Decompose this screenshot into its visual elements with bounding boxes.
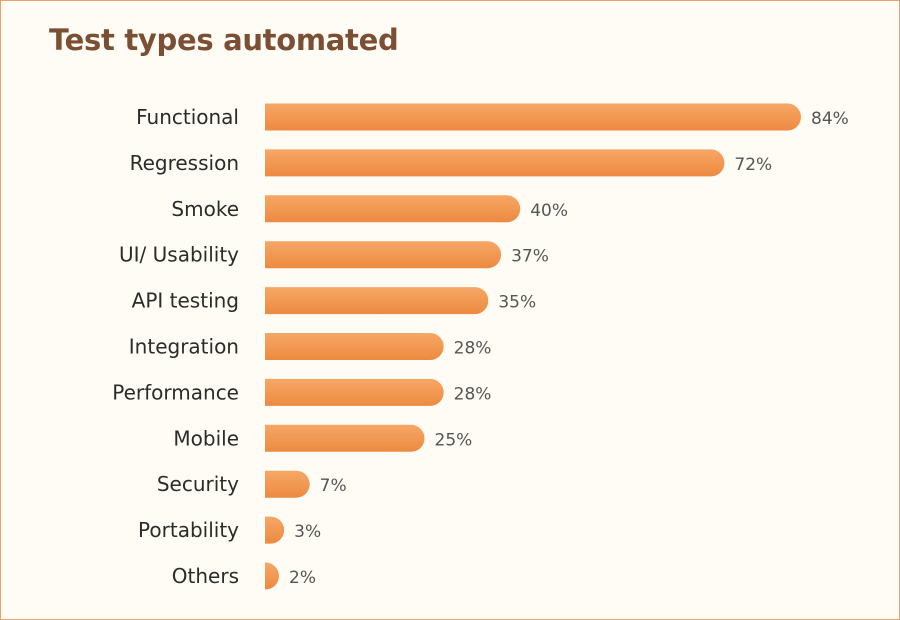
category-label: Portability — [138, 518, 239, 542]
category-label: Smoke — [171, 197, 239, 221]
bar-api-testing — [265, 287, 489, 315]
value-label: 3% — [294, 522, 321, 542]
bar-functional — [265, 103, 801, 131]
value-label: 35% — [498, 293, 536, 313]
chart-title: Test types automated — [49, 23, 399, 57]
bar-security — [265, 470, 310, 498]
bar-smoke — [265, 195, 521, 223]
value-label: 72% — [734, 155, 772, 175]
category-label: UI/ Usability — [119, 243, 239, 267]
value-label: 25% — [435, 430, 473, 450]
value-label: 84% — [811, 109, 849, 129]
bar-mobile — [265, 424, 425, 452]
category-label: Mobile — [173, 426, 239, 450]
category-label: API testing — [132, 289, 239, 313]
category-label: Performance — [112, 380, 239, 404]
bar-regression — [265, 149, 725, 177]
bar-ui-usability — [265, 241, 502, 269]
value-label: 7% — [320, 476, 347, 496]
bar-performance — [265, 378, 444, 406]
category-label: Integration — [129, 335, 239, 359]
bar-others — [265, 562, 279, 590]
bar-portability — [265, 516, 285, 544]
value-label: 28% — [454, 384, 492, 404]
category-label: Others — [172, 564, 239, 588]
bar-integration — [265, 333, 444, 360]
category-label: Regression — [130, 151, 239, 175]
category-label: Functional — [136, 105, 239, 129]
value-label: 2% — [289, 568, 316, 588]
value-label: 28% — [454, 339, 492, 359]
value-label: 37% — [511, 247, 549, 267]
bars-layer: Functional 84% Regression 72% Smoke 40% UI/ Us… — [112, 103, 849, 590]
value-label: 40% — [530, 201, 568, 221]
category-label: Security — [157, 472, 239, 496]
